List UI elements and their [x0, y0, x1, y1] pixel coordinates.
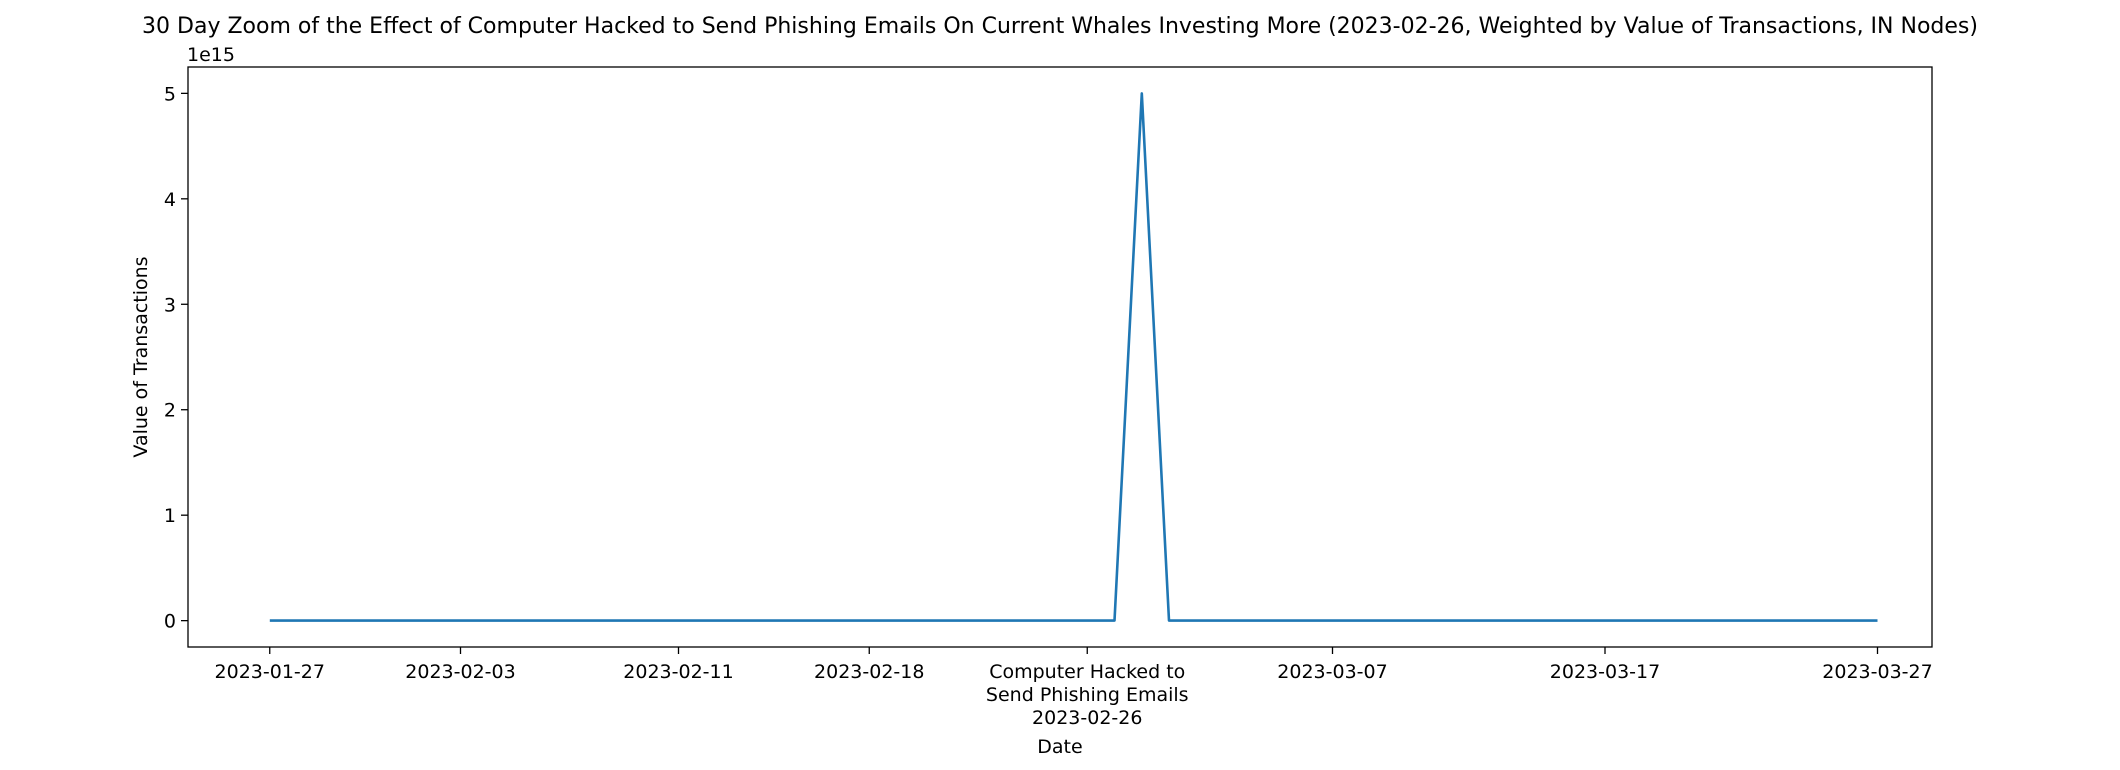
y-tick-label: 2 [164, 400, 176, 422]
series-line-0 [269, 92, 1878, 622]
y-axis-label: Value of Transactions [130, 256, 152, 457]
x-axis: 2023-01-27 2023-02-03 2023-02-11 2023-02-18… [215, 647, 1933, 729]
x-tick-label: 2023-02-11 [623, 661, 733, 683]
y-tick-label: 4 [164, 189, 176, 211]
y-tick-label: 1 [164, 505, 176, 527]
y-tick-label: 3 [164, 294, 176, 316]
plot-area-frame [187, 66, 1933, 648]
y-axis-offset-label: 1e15 [187, 44, 235, 66]
chart-title: 30 Day Zoom of the Effect of Computer Ha… [142, 14, 1978, 39]
y-tick-label: 5 [164, 83, 176, 105]
x-tick-label: 2023-03-07 [1277, 661, 1387, 683]
y-tick-label: 0 [164, 611, 176, 633]
x-tick-label: 2023-01-27 [215, 661, 325, 683]
y-axis: 0 1 2 3 4 5 [164, 83, 188, 633]
x-tick-label: 2023-02-18 [814, 661, 924, 683]
x-axis-label: Date [1037, 736, 1082, 758]
x-tick-label: 2023-02-03 [405, 661, 515, 683]
x-tick-label: 2023-03-27 [1822, 661, 1932, 683]
x-tick-label: Computer Hacked to Send Phishing Emails 20… [986, 661, 1189, 729]
series-layer [269, 92, 1878, 622]
x-tick-label: 2023-03-17 [1550, 661, 1660, 683]
